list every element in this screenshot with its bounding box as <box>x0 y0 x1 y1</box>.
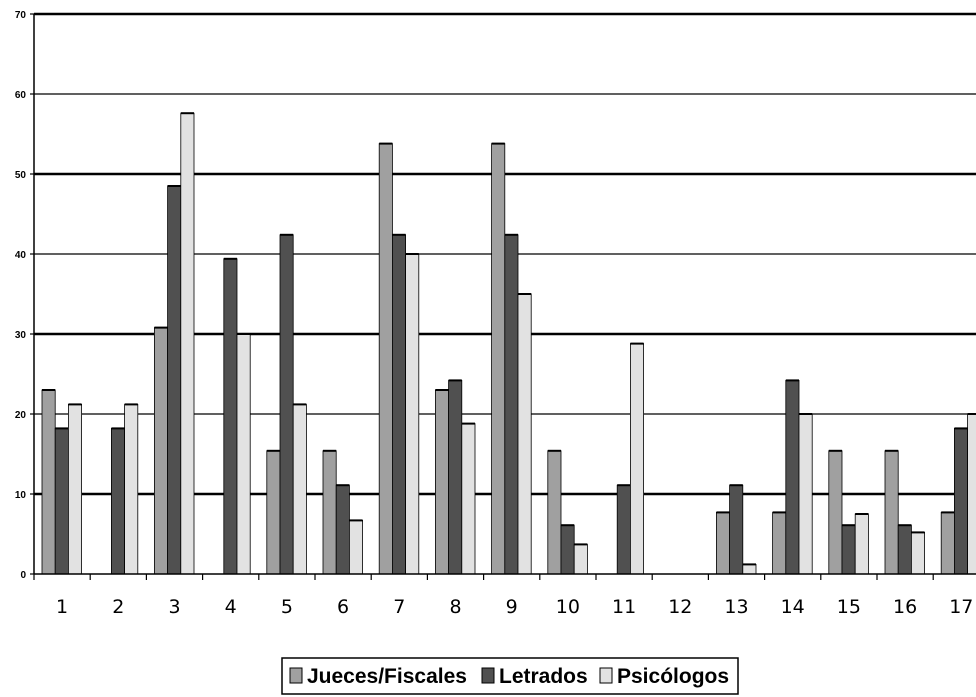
bars <box>41 112 976 575</box>
bar <box>729 484 744 575</box>
bar <box>54 427 69 575</box>
bar <box>954 427 969 575</box>
legend-swatch <box>289 667 303 684</box>
bar <box>491 143 506 575</box>
x-tick-label: 9 <box>506 596 518 618</box>
bar <box>630 343 645 575</box>
bar <box>461 423 476 575</box>
bar <box>897 524 912 575</box>
bar <box>405 253 420 575</box>
bar <box>616 484 631 575</box>
bar <box>742 564 757 575</box>
y-tick-label: 40 <box>15 250 27 261</box>
bar <box>940 512 955 575</box>
bar <box>279 234 294 575</box>
bar <box>785 379 800 575</box>
x-tick-label: 12 <box>668 596 692 618</box>
x-tick-label: 7 <box>393 596 405 618</box>
bar <box>517 293 532 575</box>
y-tick-label: 60 <box>15 90 27 101</box>
y-tick-label: 0 <box>20 570 26 581</box>
bar <box>124 403 139 575</box>
y-tick-label: 50 <box>15 170 27 181</box>
bar <box>378 143 393 575</box>
x-tick-labels: 1 2 3 4 5 6 7 8 9 10 11 12 13 14 15 16 17 <box>33 574 973 618</box>
x-tick-label: 17 <box>949 596 973 618</box>
legend-label: Jueces/Fiscales <box>307 665 467 688</box>
x-tick-label: 4 <box>225 596 237 618</box>
y-tick-label: 70 <box>15 10 27 21</box>
bar <box>911 532 926 575</box>
bar <box>434 389 449 575</box>
bar <box>967 413 976 575</box>
x-tick-label: 13 <box>724 596 748 618</box>
bar <box>841 524 856 575</box>
bar <box>111 427 126 575</box>
bar <box>560 524 575 575</box>
bar <box>772 512 787 575</box>
x-tick-label: 10 <box>556 596 580 618</box>
bar <box>266 450 281 575</box>
y-tick-labels: 0 10 20 30 40 50 60 70 <box>15 10 34 581</box>
bar <box>573 544 588 575</box>
bar <box>236 333 251 575</box>
bar <box>153 327 168 575</box>
legend-label: Psicólogos <box>617 665 729 688</box>
bar <box>180 112 195 575</box>
bar <box>854 513 869 575</box>
bar <box>223 258 238 575</box>
x-tick-label: 15 <box>837 596 861 618</box>
bar <box>884 450 899 575</box>
bar <box>504 234 519 575</box>
bar <box>41 389 56 575</box>
bar <box>798 413 813 575</box>
y-tick-label: 20 <box>15 410 27 421</box>
bar <box>68 403 83 575</box>
bar <box>167 185 182 575</box>
legend-swatch <box>599 667 613 684</box>
x-tick-label: 5 <box>281 596 293 618</box>
x-tick-label: 1 <box>56 596 68 618</box>
bar <box>547 450 562 575</box>
legend: Jueces/Fiscales Letrados Psicólogos <box>281 657 739 695</box>
bar <box>292 403 307 575</box>
bar <box>448 379 463 575</box>
bar <box>322 450 337 575</box>
legend-label: Letrados <box>499 665 588 688</box>
x-tick-label: 14 <box>781 596 805 618</box>
legend-swatch <box>481 667 495 684</box>
legend-frame <box>281 657 739 695</box>
bar <box>348 520 363 575</box>
x-tick-label: 3 <box>168 596 180 618</box>
x-tick-label: 16 <box>893 596 917 618</box>
bar <box>716 512 731 575</box>
x-tick-label: 8 <box>449 596 461 618</box>
x-tick-label: 11 <box>612 596 636 618</box>
bar <box>828 450 843 575</box>
bar <box>391 234 406 575</box>
bar <box>335 484 350 575</box>
x-tick-label: 2 <box>112 596 124 618</box>
y-tick-label: 30 <box>15 330 27 341</box>
x-tick-label: 6 <box>337 596 349 618</box>
y-tick-label: 10 <box>15 490 27 501</box>
